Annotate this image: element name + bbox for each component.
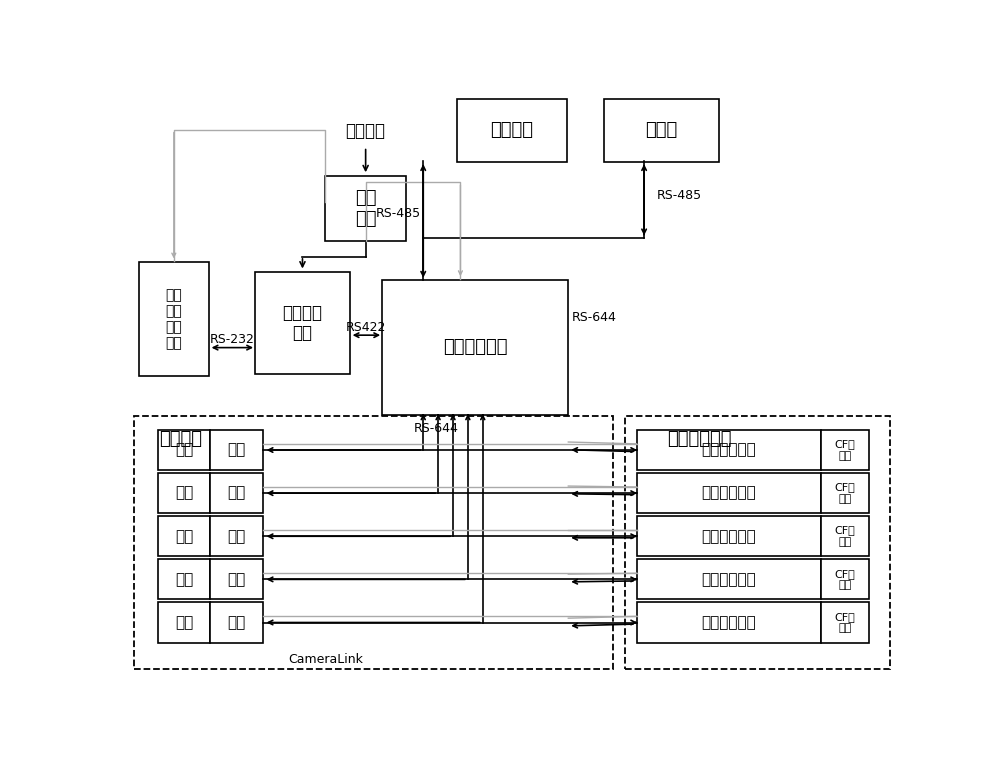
Bar (210, 603, 263, 642)
Bar (637, 473, 821, 513)
Text: 镜头: 镜头 (175, 572, 193, 587)
Bar (821, 430, 869, 470)
Text: 大容量存储器: 大容量存储器 (701, 615, 756, 630)
Bar (158, 603, 210, 642)
Text: 后背: 后背 (227, 572, 246, 587)
Text: CF卡
接口: CF卡 接口 (835, 525, 855, 547)
Bar (255, 272, 350, 374)
Bar (210, 516, 263, 556)
Text: 机载电源: 机载电源 (346, 122, 386, 141)
Text: RS-644: RS-644 (414, 422, 459, 435)
Bar (821, 516, 869, 556)
Bar (158, 473, 210, 513)
Bar (158, 516, 210, 556)
Text: RS-644: RS-644 (572, 311, 617, 324)
Text: RS422: RS422 (346, 321, 386, 334)
Text: 后背: 后背 (227, 486, 246, 501)
Bar (158, 559, 210, 600)
Bar (382, 280, 568, 415)
Bar (637, 516, 821, 556)
Text: CF卡
接口: CF卡 接口 (835, 612, 855, 633)
Text: 大容量存储器: 大容量存储器 (701, 572, 756, 587)
Bar (604, 99, 719, 162)
Text: 管理控制模块: 管理控制模块 (443, 338, 508, 356)
Text: CF卡
接口: CF卡 接口 (835, 568, 855, 591)
Bar (325, 176, 406, 242)
Bar (210, 430, 263, 470)
Bar (625, 416, 890, 669)
Text: RS-485: RS-485 (376, 207, 421, 220)
Text: RS-485: RS-485 (656, 189, 702, 202)
Bar (637, 603, 821, 642)
Bar (134, 416, 613, 669)
Text: 后背: 后背 (227, 442, 246, 458)
Text: 镜头: 镜头 (175, 529, 193, 543)
Text: 稳定控制
模块: 稳定控制 模块 (282, 303, 322, 342)
Text: CF卡
接口: CF卡 接口 (835, 439, 855, 461)
Text: 大容量存储器: 大容量存储器 (701, 529, 756, 543)
Bar (821, 559, 869, 600)
Bar (158, 430, 210, 470)
Text: 后背: 后背 (227, 615, 246, 630)
Text: 电源
模块: 电源 模块 (355, 189, 376, 228)
Text: CameraLink: CameraLink (288, 653, 363, 666)
Text: 后背: 后背 (227, 529, 246, 543)
Text: 辅助
数据
接收
模块: 辅助 数据 接收 模块 (165, 288, 182, 350)
Bar (637, 559, 821, 600)
Text: 大容量存储器: 大容量存储器 (701, 442, 756, 458)
Bar (139, 262, 209, 376)
Bar (210, 473, 263, 513)
Text: 镜头: 镜头 (175, 615, 193, 630)
Text: 镜头: 镜头 (175, 486, 193, 501)
Text: RS-232: RS-232 (210, 334, 254, 347)
Text: 大容量存储器: 大容量存储器 (701, 486, 756, 501)
Text: 镜头: 镜头 (175, 442, 193, 458)
Bar (457, 99, 567, 162)
Bar (821, 603, 869, 642)
Text: CF卡
接口: CF卡 接口 (835, 483, 855, 504)
Text: 成像单元: 成像单元 (159, 430, 202, 448)
Bar (821, 473, 869, 513)
Bar (637, 430, 821, 470)
Text: 数传设备: 数传设备 (490, 122, 533, 140)
Text: 存储控制模块: 存储控制模块 (668, 430, 732, 448)
Text: 取景器: 取景器 (645, 122, 677, 140)
Bar (210, 559, 263, 600)
